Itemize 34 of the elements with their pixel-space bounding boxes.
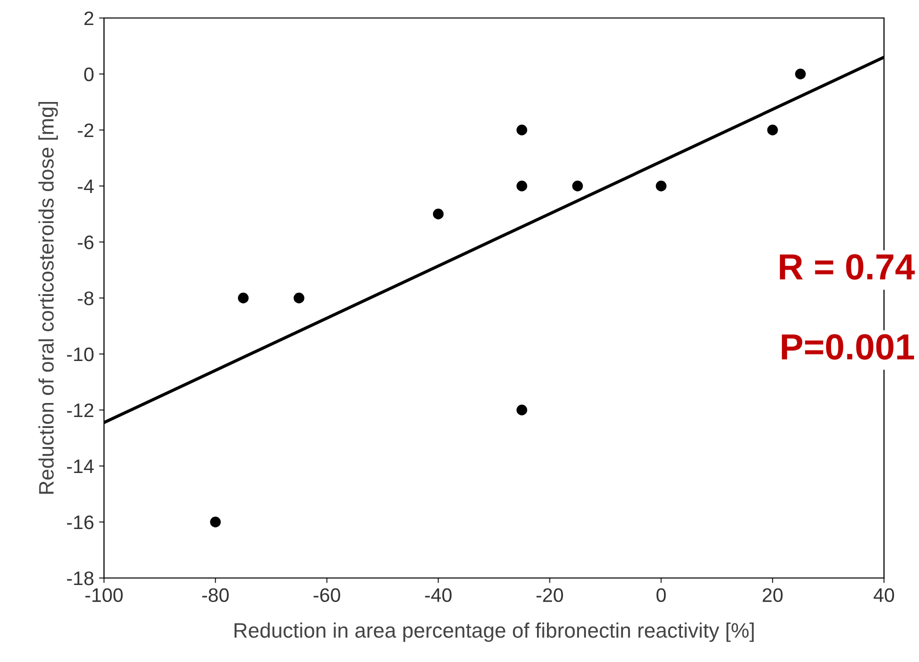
point [767,124,778,136]
y-tick-label: 2 [84,11,94,26]
y-tick-label: -6 [78,235,94,250]
x-tick-label: -20 [536,588,564,602]
point [656,180,666,192]
y-tick-label: 0 [84,67,94,82]
y-tick-label: -10 [67,347,94,362]
point [516,124,528,136]
point [516,180,528,192]
x-tick-label: -40 [425,588,452,602]
y-tick-label: -2 [78,123,94,138]
y-tick-label: -4 [78,180,94,194]
x-tick-label: -100 [85,588,123,602]
point [795,68,806,80]
x-tick-label: 0 [656,588,666,602]
y-tick-label: -18 [67,571,94,586]
annotation: P=0.001 [782,334,914,360]
point [572,180,583,192]
point [294,292,304,304]
x-tick-label: -80 [202,588,229,602]
y-tick-label: -16 [67,515,94,530]
y-axis-title: Reduction of oral corticosteroids dose [mg] [38,102,58,494]
annotation: R = 0.74 [780,254,915,280]
point [238,292,249,304]
point [210,516,221,528]
x-tick-label: 20 [762,588,783,602]
x-tick-label: -60 [314,588,340,602]
y-tick-label: -14 [67,460,94,474]
point [432,208,444,220]
y-tick-label: -12 [67,403,94,418]
x-tick-label: 40 [874,588,894,602]
y-tick-label: -8 [78,291,94,306]
point [516,404,528,416]
x-axis-title: Reduction in area percentage of fibronectin reactivity [%] [234,622,754,642]
